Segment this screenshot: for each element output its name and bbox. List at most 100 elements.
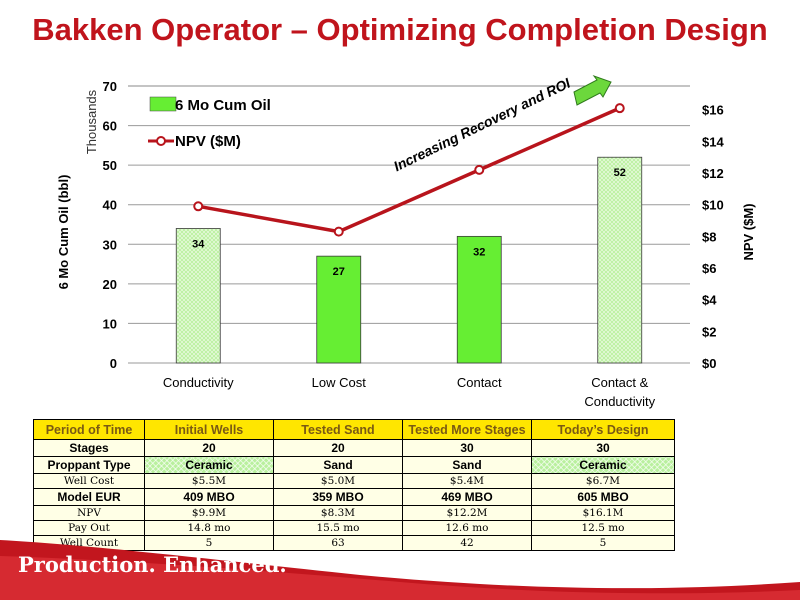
y-tick-label: 40 [103,198,117,213]
table-row-label: Proppant Type [33,456,145,474]
y-tick-label: 50 [103,158,117,173]
table-row: NPV $9.9M $8.3M $12.2M $16.1M [33,505,675,521]
table-cell: $8.3M [273,505,403,521]
table-cell: 14.8 mo [144,520,274,536]
table-cell: 359 MBO [273,488,403,506]
x-category-label: Contact [457,375,502,390]
y-tick-label: 0 [110,356,117,371]
table-row: Pay Out 14.8 mo 15.5 mo 12.6 mo 12.5 mo [33,520,675,536]
completion-chart: 34 27 32 52 0 10 20 30 40 50 60 70 $0 $2 $4 $6 $8 $10 $1… [56,74,756,409]
slide-title: Bakken Operator – Optimizing Completion … [32,12,768,47]
bar-data-label: 34 [192,238,205,250]
x-category-label: Conductivity [163,375,234,390]
table-row: Proppant Type Ceramic Sand Sand Ceramic [33,456,675,474]
table-cell: 5 [531,535,675,551]
category-axis-labels: Conductivity Low Cost Contact Contact & Cond… [163,375,656,409]
y2-tick-label: $0 [702,356,716,371]
table-header-cell: Tested More Stages [402,419,532,440]
y-tick-label: 20 [103,277,117,292]
table-cell: Sand [273,456,403,474]
table-cell: 30 [402,439,532,457]
y2-tick-label: $10 [702,198,724,213]
y-axis-title: 6 Mo Cum Oil (bbl) [56,175,71,290]
bar [597,156,643,364]
bar-data-label: 52 [614,167,626,179]
table-row: Well Cost $5.5M $5.0M $5.4M $6.7M [33,473,675,489]
y2-tick-label: $8 [702,229,716,244]
y2-tick-label: $16 [702,103,724,118]
y2-axis-title: NPV ($M) [741,203,756,260]
y2-tick-label: $12 [702,166,724,181]
legend-bar-swatch [149,96,177,112]
table-row-label: NPV [33,505,145,521]
table-cell: 12.5 mo [531,520,675,536]
footer-swoosh [0,540,800,600]
npv-point [474,164,485,175]
table-cell: 20 [144,439,274,457]
table-cell: $9.9M [144,505,274,521]
table-cell: Ceramic [531,456,675,474]
table-cell: 12.6 mo [402,520,532,536]
table-cell: $5.4M [402,473,532,489]
y-tick-label: 30 [103,237,117,252]
npv-line [197,106,621,234]
table-cell: Sand [402,456,532,474]
y2-tick-label: $4 [702,293,717,308]
npv-point [333,226,344,237]
legend: 6 Mo Cum Oil NPV ($M) [148,96,271,150]
bar [316,255,362,364]
y2-tick-label: $2 [702,324,716,339]
y-axis-units: Thousands [84,89,99,154]
table-cell: 5 [144,535,274,551]
legend-line-marker [156,136,166,146]
npv-point [193,201,204,212]
table-row: Well Count 5 63 42 5 [33,535,675,551]
bar-series: 34 27 32 52 [175,156,643,364]
x-category-label: Low Cost [312,375,367,390]
table-row-label: Pay Out [33,520,145,536]
table-cell: 469 MBO [402,488,532,506]
bar-data-label: 32 [473,246,485,258]
table-header-row: Period of Time Initial Wells Tested Sand Te… [33,419,675,440]
y-tick-label: 60 [103,119,117,134]
left-axis-ticks: 0 10 20 30 40 50 60 70 [103,79,117,371]
table-cell: 42 [402,535,532,551]
y-tick-label: 70 [103,79,117,94]
trend-arrow-icon [573,74,612,106]
table-cell: $6.7M [531,473,675,489]
npv-point [614,103,625,114]
legend-line-label: NPV ($M) [175,133,241,150]
table-header-cell: Period of Time [33,419,145,440]
table-cell: $5.0M [273,473,403,489]
right-axis-ticks: $0 $2 $4 $6 $8 $10 $12 $14 $16 [702,103,724,371]
bar [456,235,502,364]
table-cell: 15.5 mo [273,520,403,536]
table-row-label: Stages [33,439,145,457]
table-cell: 63 [273,535,403,551]
completion-table: Period of Time Initial Wells Tested Sand Te… [33,419,675,551]
table-cell: Ceramic [144,456,274,474]
table-cell: $12.2M [402,505,532,521]
legend-bar-label: 6 Mo Cum Oil [175,97,271,114]
table-header-cell: Initial Wells [144,419,274,440]
bar [175,228,221,364]
table-header-cell: Tested Sand [273,419,403,440]
table-cell: 20 [273,439,403,457]
trend-annotation: Increasing Recovery and ROI [391,74,574,174]
table-cell: 605 MBO [531,488,675,506]
grid-lines [128,85,690,364]
company-slogan: Production. Enhanced. [18,552,287,577]
y2-tick-label: $14 [702,134,724,149]
table-cell: $16.1M [531,505,675,521]
table-cell: 30 [531,439,675,457]
table-row-label: Well Cost [33,473,145,489]
table-cell: $5.5M [144,473,274,489]
y2-tick-label: $6 [702,261,716,276]
table-row: Model EUR 409 MBO 359 MBO 469 MBO 605 MBO [33,488,675,506]
npv-line-series [193,103,625,237]
table-cell: 409 MBO [144,488,274,506]
y-tick-label: 10 [103,316,117,331]
bar-data-label: 27 [333,266,345,278]
table-row-label: Model EUR [33,488,145,506]
x-category-label: Contact & Conductivity [584,375,655,409]
